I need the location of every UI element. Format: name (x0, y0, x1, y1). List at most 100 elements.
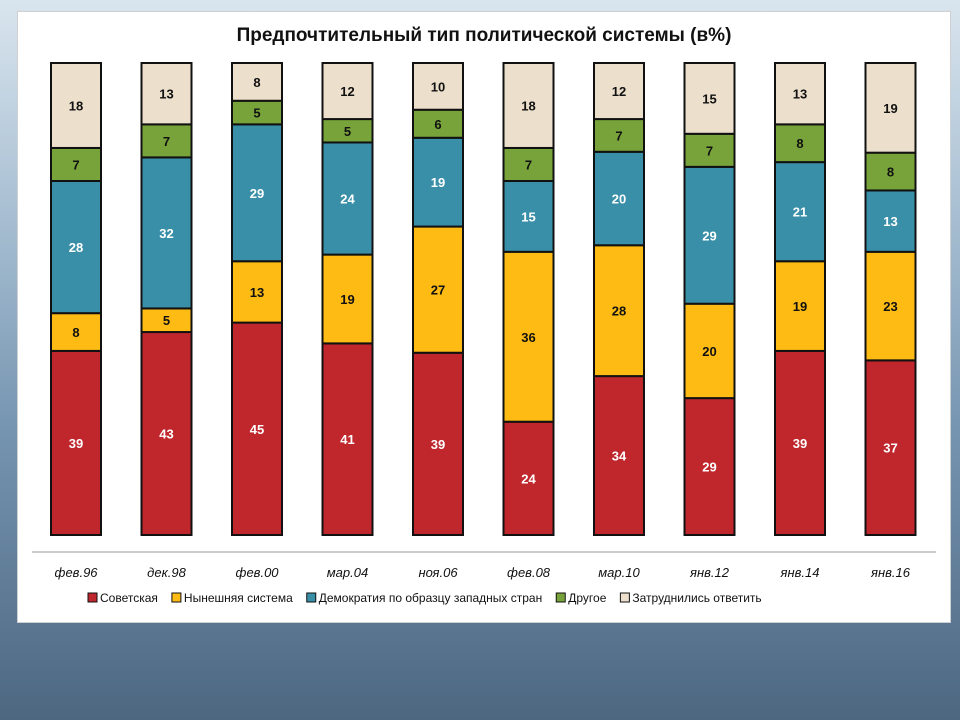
data-label: 12 (612, 84, 626, 99)
data-label: 13 (883, 214, 897, 229)
data-label: 29 (250, 186, 264, 201)
data-label: 7 (163, 134, 170, 149)
data-label: 32 (159, 226, 173, 241)
bar-segment (683, 165, 736, 305)
stacked-bar-chart: Предпочтительный тип политической систем… (32, 25, 936, 605)
data-label: 19 (340, 292, 354, 307)
data-label: 45 (250, 422, 264, 437)
data-label: 15 (521, 209, 535, 224)
data-label: 19 (431, 175, 445, 190)
x-tick-label: фев.08 (507, 565, 551, 580)
x-tick-label: янв.16 (870, 565, 911, 580)
data-label: 37 (883, 441, 897, 456)
data-label: 13 (159, 87, 173, 102)
data-label: 12 (340, 84, 354, 99)
bar-segment (231, 123, 283, 263)
data-label: 24 (521, 471, 536, 486)
data-label: 13 (250, 285, 264, 300)
bar-segment (774, 349, 826, 537)
legend-label: Затруднились ответить (632, 591, 761, 605)
legend: Советская Нынешняя система Демократия по о… (87, 591, 762, 605)
data-label: 5 (163, 313, 170, 328)
bar-segment (412, 351, 464, 537)
bar-segment (231, 260, 283, 324)
data-label: 8 (253, 75, 260, 90)
data-label: 15 (702, 91, 716, 106)
data-label: 29 (702, 228, 716, 243)
data-label: 20 (702, 344, 716, 359)
data-label: 18 (521, 98, 535, 113)
bar-segment (412, 108, 464, 139)
x-tick-label: янв.14 (780, 565, 820, 580)
bar-segment (50, 146, 102, 183)
bar-segment (864, 250, 917, 362)
bar-segment (864, 189, 917, 253)
x-tick-label: мар.10 (598, 565, 640, 580)
data-label: 8 (887, 165, 894, 180)
legend-swatch (555, 592, 566, 603)
bar-segment (321, 62, 374, 121)
data-label: 39 (793, 436, 807, 451)
legend-label: Демократия по образцу западных стран (319, 591, 542, 605)
bar-segment (864, 62, 917, 154)
bar-segment (140, 123, 193, 159)
x-tick-label: фев.96 (54, 565, 98, 580)
data-label: 10 (431, 79, 445, 94)
bar-segment (683, 62, 736, 135)
bar-segment (502, 420, 555, 536)
legend-swatch (171, 592, 182, 603)
legend-swatch (306, 592, 317, 603)
data-label: 18 (69, 98, 83, 113)
bar-segment (50, 349, 102, 537)
data-label: 41 (340, 432, 354, 447)
data-label: 7 (706, 143, 713, 158)
bar-segment (502, 250, 555, 423)
x-tick-label: фев.00 (235, 565, 279, 580)
bar-segment (50, 312, 102, 352)
bar-segment (231, 321, 283, 536)
legend-label: Советская (100, 591, 158, 605)
data-label: 36 (521, 330, 535, 345)
bar-segment (502, 146, 555, 183)
x-tick-label: мар.04 (327, 565, 368, 580)
data-label: 20 (612, 192, 626, 207)
data-label: 5 (344, 124, 351, 139)
bar-segment (593, 244, 645, 378)
bar-segment (502, 180, 555, 253)
bar-segment (593, 62, 645, 121)
bar-segment (412, 62, 464, 111)
legend-swatch (87, 592, 98, 603)
data-label: 5 (253, 106, 260, 121)
x-tick-label: дек.98 (147, 565, 186, 580)
data-label: 8 (72, 325, 79, 340)
bar-segment (774, 62, 826, 126)
bar-segment (140, 62, 193, 126)
legend-swatch (619, 592, 630, 603)
data-label: 24 (340, 192, 355, 207)
data-label: 39 (431, 437, 445, 452)
bar-segment (864, 151, 917, 192)
data-label: 6 (434, 117, 441, 132)
bar-segment (50, 62, 102, 149)
bar-segment (321, 141, 374, 256)
x-tick-labels: фев.96 дек.98 фев.00 мар.04 ноя.06 фев.08 мар.… (54, 565, 910, 580)
data-label: 7 (525, 157, 532, 172)
bar-segment (683, 397, 736, 536)
bar-segment (412, 136, 464, 228)
data-label: 43 (159, 427, 173, 442)
data-label: 7 (615, 128, 622, 143)
data-label: 27 (431, 283, 445, 298)
data-label: 19 (883, 101, 897, 116)
data-label: 19 (793, 299, 807, 314)
data-label: 21 (793, 205, 807, 220)
bar-segment (774, 260, 826, 352)
data-label: 13 (793, 87, 807, 102)
data-label: 7 (72, 157, 79, 172)
data-label: 23 (883, 299, 897, 314)
chart-title: Предпочтительный тип политической систем… (237, 25, 732, 46)
data-label: 28 (612, 304, 626, 319)
data-label: 34 (612, 449, 627, 464)
x-tick-label: ноя.06 (418, 565, 458, 580)
bar-segment (140, 156, 193, 310)
bar-segment (140, 331, 193, 537)
